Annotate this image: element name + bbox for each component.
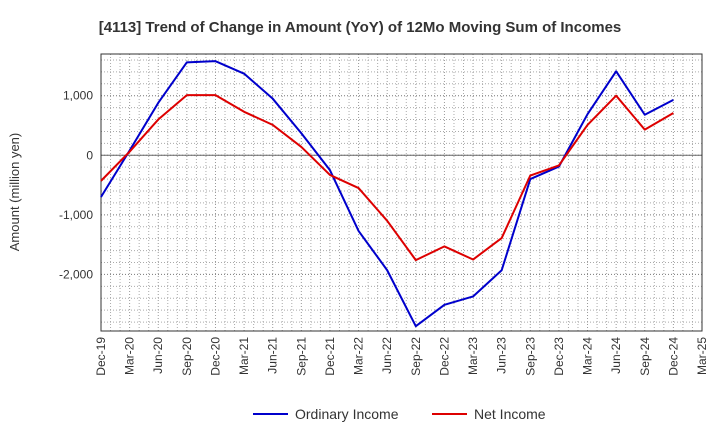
chart-title: [4113] Trend of Change in Amount (YoY) o…: [99, 19, 622, 36]
plot-area: -2,000 -1,000 0 1,000 Dec-19 Mar-20 Jun-20 Sep-…: [59, 53, 709, 376]
series-line-net-income: [100, 94, 674, 262]
legend-label: Ordinary Income: [295, 406, 399, 422]
y-tick-label: 0: [86, 148, 93, 162]
x-tick-label: Jun-23: [495, 337, 509, 374]
x-tick-label: Sep-21: [294, 337, 308, 376]
x-tick-label: Sep-23: [523, 337, 537, 376]
x-tick-label: Jun-20: [151, 337, 165, 374]
x-tick-label: Mar-25: [695, 337, 709, 375]
x-tick-label: Jun-22: [380, 337, 394, 374]
x-tick-label: Dec-20: [208, 337, 222, 376]
x-tick-label: Mar-23: [466, 337, 480, 375]
plot-background: [101, 54, 702, 331]
legend-label: Net Income: [474, 406, 546, 422]
x-tick-label: Jun-24: [609, 337, 623, 374]
y-tick-label: -1,000: [59, 208, 93, 222]
x-tick-label: Jun-21: [266, 337, 280, 374]
x-tick-label: Sep-24: [638, 337, 652, 376]
legend: Ordinary Income Net Income: [253, 406, 546, 422]
series-line-ordinary-income: [100, 60, 674, 328]
x-tick-label: Mar-21: [237, 337, 251, 375]
plot-frame: [100, 53, 703, 332]
x-tick-label: Mar-20: [123, 337, 137, 375]
x-tick-label: Mar-24: [581, 337, 595, 375]
x-tick-label: Dec-23: [552, 337, 566, 376]
x-tick-label: Sep-20: [180, 337, 194, 376]
y-tick-label: 1,000: [63, 89, 93, 103]
x-tick-label: Dec-19: [94, 337, 108, 376]
x-tick-label: Dec-21: [323, 337, 337, 376]
x-tick-label: Mar-22: [352, 337, 366, 375]
x-tick-label: Dec-22: [437, 337, 451, 376]
y-tick-label: -2,000: [59, 267, 93, 281]
x-tick-label: Sep-22: [409, 337, 423, 376]
x-tick-label: Dec-24: [666, 337, 680, 376]
y-axis-label: Amount (million yen): [7, 133, 22, 252]
